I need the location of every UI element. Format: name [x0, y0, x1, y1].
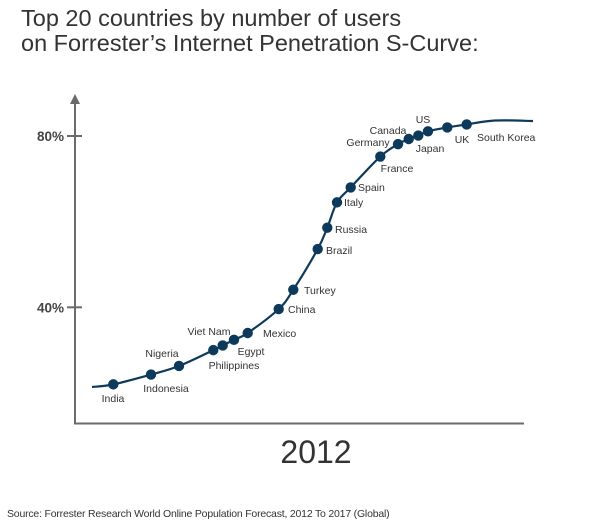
data-point-us: [413, 130, 424, 141]
data-point-nigeria: [173, 360, 185, 372]
source-note: Source: Forrester Research World Online …: [7, 508, 390, 520]
data-point-italy: [331, 197, 343, 208]
point-label: China: [288, 304, 316, 316]
data-point-uk: [442, 122, 453, 133]
data-point-russia: [322, 222, 333, 233]
data-point-china: [273, 303, 284, 315]
data-point-japan: [422, 126, 434, 137]
point-label: Nigeria: [145, 348, 178, 360]
point-label: Germany: [346, 137, 390, 149]
data-point-philippines: [208, 344, 219, 356]
point-label: Japan: [416, 143, 445, 155]
point-label: South Korea: [477, 132, 536, 144]
point-label: Egypt: [238, 346, 265, 358]
point-label: France: [381, 163, 414, 175]
data-points: [108, 119, 472, 390]
point-label: US: [416, 114, 431, 126]
data-point-germany: [392, 138, 404, 150]
point-labels: India Indonesia Nigeria Philippines Viet Nam…: [102, 114, 536, 405]
point-label: India: [102, 393, 125, 405]
point-label: Spain: [358, 182, 385, 194]
point-label: Canada: [370, 125, 407, 137]
point-label: Turkey: [304, 285, 336, 297]
data-point-egypt: [228, 334, 240, 346]
s-curve-line: [91, 119, 534, 389]
point-label: Mexico: [263, 328, 296, 340]
data-point-brazil: [312, 243, 323, 255]
chart-title-line-1: Top 20 countries by number of users: [21, 5, 402, 31]
point-label: Philippines: [209, 360, 260, 372]
y-axis-arrow-icon: [70, 94, 80, 104]
chart-title: Top 20 countries by number of users on F…: [21, 6, 479, 56]
data-point-turkey: [288, 284, 299, 295]
data-point-mexico: [242, 327, 253, 339]
point-label: Viet Nam: [188, 326, 231, 338]
data-point-south-korea: [461, 119, 472, 130]
chart-title-line-2: on Forrester’s Internet Penetration S-Cu…: [21, 30, 479, 56]
data-point-canada: [403, 133, 414, 145]
y-tick-label: 80%: [37, 129, 64, 144]
data-point-indonesia: [145, 369, 157, 380]
data-point-spain: [345, 182, 356, 193]
data-point-france: [375, 151, 386, 162]
x-axis-label: 2012: [280, 434, 351, 470]
y-tick-label: 40%: [37, 300, 64, 315]
axes: 40% 80%: [37, 94, 524, 425]
data-point-viet-nam: [217, 340, 228, 351]
point-label: Italy: [344, 197, 364, 209]
point-label: Indonesia: [143, 383, 189, 395]
point-label: UK: [455, 134, 470, 146]
point-label: Brazil: [326, 245, 352, 257]
data-point-india: [108, 379, 119, 390]
point-label: Russia: [335, 224, 367, 236]
